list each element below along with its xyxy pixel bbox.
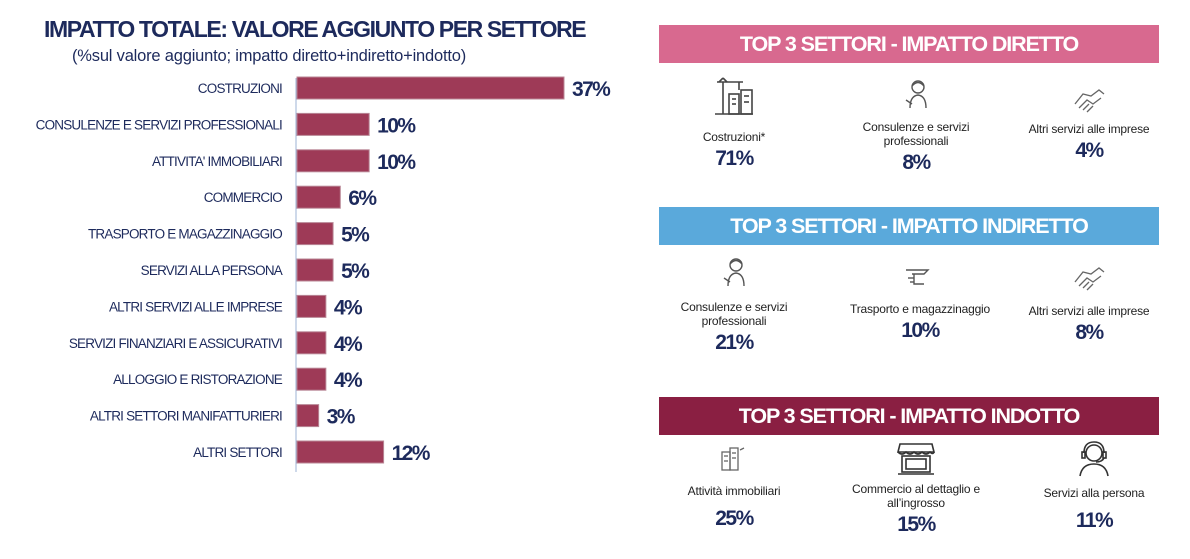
truck-icon [906, 269, 930, 285]
bar-servizi-alla-persona [296, 258, 334, 282]
panel-item-label: Servizi alla persona [1043, 486, 1145, 500]
panel-item-value: 11% [1075, 509, 1114, 532]
bar-costruzioni [296, 76, 565, 100]
bar-altri-settori [296, 440, 385, 464]
category-label-altri-settori: ALTRI SETTORI [193, 445, 282, 460]
panel-item-consulenze: Consulenze e servizi professionali 8% [836, 78, 996, 175]
panel-item-label: Costruzioni* [702, 130, 766, 144]
category-label-alloggio-e-ristorazione: ALLOGGIO E RISTORAZIONE [113, 372, 283, 387]
handshake-icon [1074, 267, 1105, 291]
panel-item-label: Altri servizi alle imprese [1028, 122, 1150, 136]
panel-item-consulenze: Consulenze e servizi professionali 21% [654, 256, 814, 355]
category-label-servizi-finanziari-e-assicurativi: SERVIZI FINANZIARI E ASSICURATIVI [69, 336, 282, 351]
shop-icon [896, 443, 936, 475]
category-label-commercio: COMMERCIO [204, 190, 283, 205]
value-label-servizi-alla-persona: 5% [341, 260, 370, 283]
value-label-trasporto-e-magazzinaggio: 5% [341, 224, 370, 247]
category-label-costruzioni: COSTRUZIONI [198, 81, 282, 96]
panel-item-value: 10% [901, 319, 940, 342]
bar-alloggio-e-ristorazione [296, 367, 327, 391]
value-label-altri-settori: 12% [392, 442, 431, 465]
panel-item-value: 8% [902, 151, 931, 174]
panel-item-label: Altri servizi alle imprese [1028, 304, 1150, 318]
panel-item-value: 15% [897, 513, 936, 536]
value-label-attivita-immobiliari: 10% [377, 151, 416, 174]
value-label-consulenze-e-servizi-professionali: 10% [377, 114, 416, 137]
category-label-altri-settori-manifatturieri: ALTRI SETTORI MANIFATTURIERI [90, 409, 282, 424]
panel-item-servizi-persona: Servizi alla persona 11% [1014, 440, 1174, 533]
headset-person-icon [1079, 441, 1109, 477]
panel-header-impatto-indotto: TOP 3 SETTORI - IMPATTO INDOTTO [659, 397, 1159, 435]
consultant-icon [723, 258, 745, 287]
panel-item-label: Commercio al dettaglio e all’ingrosso [852, 482, 980, 510]
bar-chart: COSTRUZIONI 37% CONSULENZE E SERVIZI PROFE… [36, 76, 613, 472]
value-label-commercio: 6% [348, 187, 377, 210]
panel-item-commercio: Commercio al dettaglio e all’ingrosso 15… [836, 440, 996, 537]
value-label-costruzioni: 37% [572, 78, 611, 101]
value-label-alloggio-e-ristorazione: 4% [334, 369, 363, 392]
panel-item-value: 21% [715, 331, 754, 354]
buildings-icon [721, 447, 745, 471]
value-label-altri-servizi-alle-imprese: 4% [334, 296, 363, 319]
panel-item-trasporto: Trasporto e magazzinaggio 10% [840, 264, 1000, 343]
handshake-icon [1074, 89, 1105, 113]
chart-subtitle: (%sul valore aggiunto; impatto diretto+i… [72, 47, 467, 65]
panel-item-label: Consulenze e servizi professionali [680, 300, 788, 328]
panel-item-value: 8% [1075, 321, 1104, 344]
category-label-consulenze-e-servizi-professionali: CONSULENZE E SERVIZI PROFESSIONALI [36, 117, 282, 132]
category-label-trasporto-e-magazzinaggio: TRASPORTO E MAGAZZINAGGIO [88, 227, 282, 242]
bar-commercio [296, 185, 341, 209]
bar-attivita-immobiliari [296, 149, 370, 173]
bar-altri-settori-manifatturieri [296, 404, 320, 428]
panel-item-altri-servizi-imprese: Altri servizi alle imprese 8% [1009, 262, 1169, 345]
panel-item-value: 25% [715, 507, 754, 530]
value-label-altri-settori-manifatturieri: 3% [327, 406, 356, 429]
chart-title: IMPATTO TOTALE: VALORE AGGIUNTO PER SETT… [44, 16, 587, 42]
bar-servizi-finanziari-e-assicurativi [296, 331, 327, 355]
panel-item-label: Attività immobiliari [687, 484, 781, 498]
value-label-servizi-finanziari-e-assicurativi: 4% [334, 333, 363, 356]
panel-item-value: 71% [715, 147, 754, 170]
panel-header-impatto-indiretto: TOP 3 SETTORI - IMPATTO INDIRETTO [659, 207, 1159, 245]
panel-item-value: 4% [1075, 139, 1104, 162]
construction-icon [715, 77, 753, 115]
panel-item-label: Consulenze e servizi professionali [862, 120, 970, 148]
bar-trasporto-e-magazzinaggio [296, 222, 334, 246]
panel-item-attivita-immobiliari: Attività immobiliari 25% [654, 444, 814, 531]
panel-header-impatto-diretto: TOP 3 SETTORI - IMPATTO DIRETTO [659, 25, 1159, 63]
panel-item-altri-servizi-imprese: Altri servizi alle imprese 4% [1009, 84, 1169, 163]
consultant-icon [905, 80, 927, 109]
bar-altri-servizi-alle-imprese [296, 294, 327, 318]
category-label-servizi-alla-persona: SERVIZI ALLA PERSONA [141, 263, 283, 278]
bar-consulenze-e-servizi-professionali [296, 112, 370, 136]
panel-item-costruzioni: Costruzioni* 71% [654, 76, 814, 171]
category-label-attivita-immobiliari: ATTIVITA' IMMOBILIARI [152, 154, 282, 169]
category-label-altri-servizi-alle-imprese: ALTRI SERVIZI ALLE IMPRESE [109, 299, 283, 314]
panel-item-label: Trasporto e magazzinaggio [850, 302, 990, 316]
